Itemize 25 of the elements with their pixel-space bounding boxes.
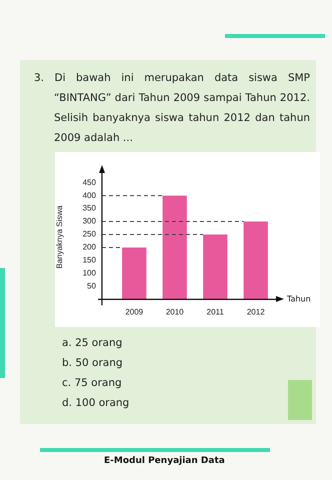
text: E-Modul Penyajian Data [104,456,225,466]
bar [162,196,187,300]
text: d. 100 orang [62,396,130,411]
x-tick-label: 2010 [166,307,184,316]
x-tick-label: 2012 [246,307,266,316]
x-axis-title: Tahun [286,294,311,304]
y-tick-label: 350 [82,204,96,213]
y-tick-label: 300 [82,216,96,226]
x-tick-label: 2009 [125,307,144,316]
bar [244,222,268,300]
y-tick-label: 50 [87,282,96,291]
chart-title: 3. Di bawah ini merupakan data siswa SMP “BINTANG” dari Tahun 2009 sampai Tahun 2012. Selisih banyaknya siswa tahun 2012 dan tahun 2009 adalah ... [34,71,310,146]
text: c. 75 orang [62,376,123,391]
text: a. 25 orang [62,336,124,351]
y-axis-title: Banyaknya Siswa [55,204,64,269]
text: b. 50 orang [62,356,124,371]
bar [122,247,146,300]
x-tick-label: 2011 [206,307,224,316]
y-tick-label: 400 [82,190,96,200]
y-tick-label: 450 [82,178,96,187]
y-tick-label: 100 [82,268,96,278]
bar [203,234,228,300]
y-tick-label: 250 [82,230,96,239]
y-tick-label: 200 [82,242,96,252]
y-tick-label: 150 [82,256,96,265]
